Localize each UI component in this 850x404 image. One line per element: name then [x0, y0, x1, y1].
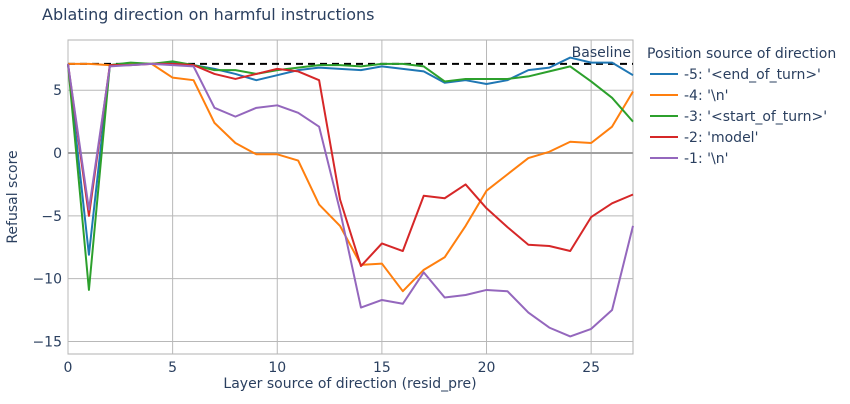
x-tick-label: 5 — [168, 360, 177, 376]
axes: 0 5 10 15 20 25 −15 −10 −5 0 5 — [32, 83, 600, 376]
legend-item-label: -1: '\n' — [684, 151, 728, 167]
plot-area — [67, 39, 634, 355]
series-line-5 — [67, 62, 634, 338]
baseline-label: Baseline — [572, 45, 631, 61]
x-tick-label: 20 — [478, 360, 496, 376]
y-tick-label: 5 — [53, 83, 62, 99]
y-tick-label: −10 — [32, 272, 62, 288]
chart-title: Ablating direction on harmful instructio… — [42, 5, 375, 24]
y-tick-label: −5 — [41, 209, 62, 225]
y-axis-label: Refusal score — [5, 150, 21, 243]
legend-item-label: -5: '<end_of_turn>' — [684, 67, 821, 83]
series-lines — [67, 56, 634, 338]
y-tick-label: 0 — [53, 146, 62, 162]
x-tick-label: 0 — [64, 360, 73, 376]
x-tick-label: 10 — [268, 360, 286, 376]
legend-item-label: -2: 'model' — [684, 130, 758, 146]
x-axis-label: Layer source of direction (resid_pre) — [223, 376, 476, 392]
legend: Position source of direction -5: '<end_o… — [647, 46, 836, 167]
series-line-2 — [68, 62, 634, 293]
x-tick-label: 25 — [582, 360, 600, 376]
y-tick-label: −15 — [32, 334, 62, 350]
legend-item-label: -3: '<start_of_turn>' — [684, 109, 827, 125]
legend-title: Position source of direction — [647, 46, 836, 62]
grid-lines — [67, 40, 633, 354]
legend-item-label: -4: '\n' — [684, 88, 728, 104]
x-tick-label: 15 — [373, 360, 391, 376]
series-line-3 — [67, 60, 634, 291]
